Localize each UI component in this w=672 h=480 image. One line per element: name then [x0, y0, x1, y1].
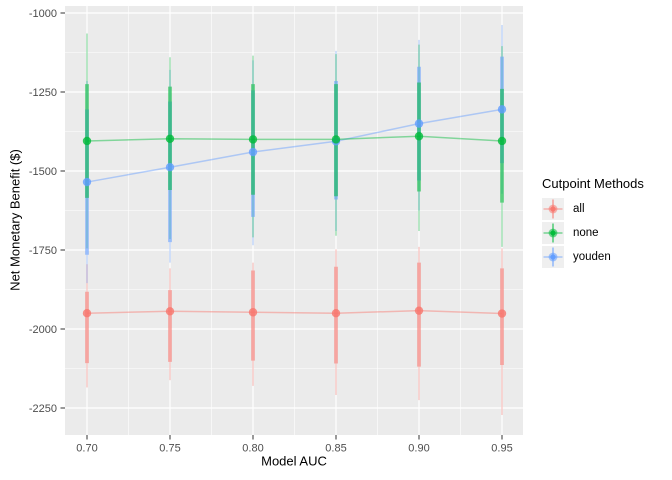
- data-point-none: [248, 135, 258, 144]
- x-tick-label: 0.70: [76, 443, 97, 455]
- y-tick-label: -1500: [29, 166, 57, 178]
- glyph-point: [550, 254, 556, 260]
- data-point-youden: [248, 147, 258, 157]
- x-tick-label: 0.75: [159, 443, 180, 455]
- pointrange-glyph-icon: [542, 246, 564, 268]
- x-tick-label: 0.85: [325, 443, 346, 455]
- data-point-all: [82, 309, 92, 318]
- x-axis-title: Model AUC: [261, 453, 327, 469]
- data-point-none: [165, 134, 175, 143]
- data-point-all: [165, 307, 175, 316]
- data-point-all: [414, 306, 424, 315]
- legend-entry-all: all: [542, 198, 644, 220]
- trend-line-all: [86, 309, 503, 315]
- x-tick-label: 0.90: [408, 443, 429, 455]
- legend: Cutpoint Methods all none youden: [542, 176, 644, 270]
- x-tick-label: 0.95: [491, 443, 512, 455]
- data-point-youden: [414, 119, 424, 128]
- y-tick-label: -1250: [29, 87, 57, 99]
- data-point-none: [414, 132, 424, 141]
- legend-entry-label: none: [573, 227, 599, 239]
- glyph-point: [550, 206, 556, 212]
- data-point-none: [82, 136, 92, 146]
- legend-entry-label: all: [573, 203, 585, 215]
- plot-panel: [65, 6, 523, 435]
- data-point-none: [331, 135, 341, 144]
- data-point-all: [497, 309, 507, 318]
- data-point-none: [497, 136, 507, 146]
- y-tick-label: -2250: [29, 403, 57, 415]
- y-tick-label: -1000: [29, 8, 57, 20]
- trend-line-none: [86, 135, 503, 142]
- y-axis-title: Net Monetary Benefit ($): [7, 149, 23, 291]
- data-point-all: [331, 309, 341, 318]
- pointrange-glyph-icon: [542, 198, 564, 220]
- glyph-point: [550, 230, 556, 236]
- legend-entry-label: youden: [573, 251, 611, 263]
- y-tick-label: -2000: [29, 324, 57, 336]
- legend-entry-none: none: [542, 222, 644, 244]
- data-point-youden: [497, 105, 507, 114]
- data-point-youden: [82, 177, 92, 187]
- legend-entry-youden: youden: [542, 246, 644, 268]
- data-point-all: [248, 308, 258, 317]
- legend-title: Cutpoint Methods: [542, 176, 644, 191]
- trend-line-youden: [86, 108, 503, 183]
- legend-entries: all none youden: [542, 198, 644, 268]
- x-tick-label: 0.80: [242, 443, 263, 455]
- data-point-youden: [165, 163, 175, 172]
- y-tick-label: -1750: [29, 245, 57, 257]
- pointrange-glyph-icon: [542, 222, 564, 244]
